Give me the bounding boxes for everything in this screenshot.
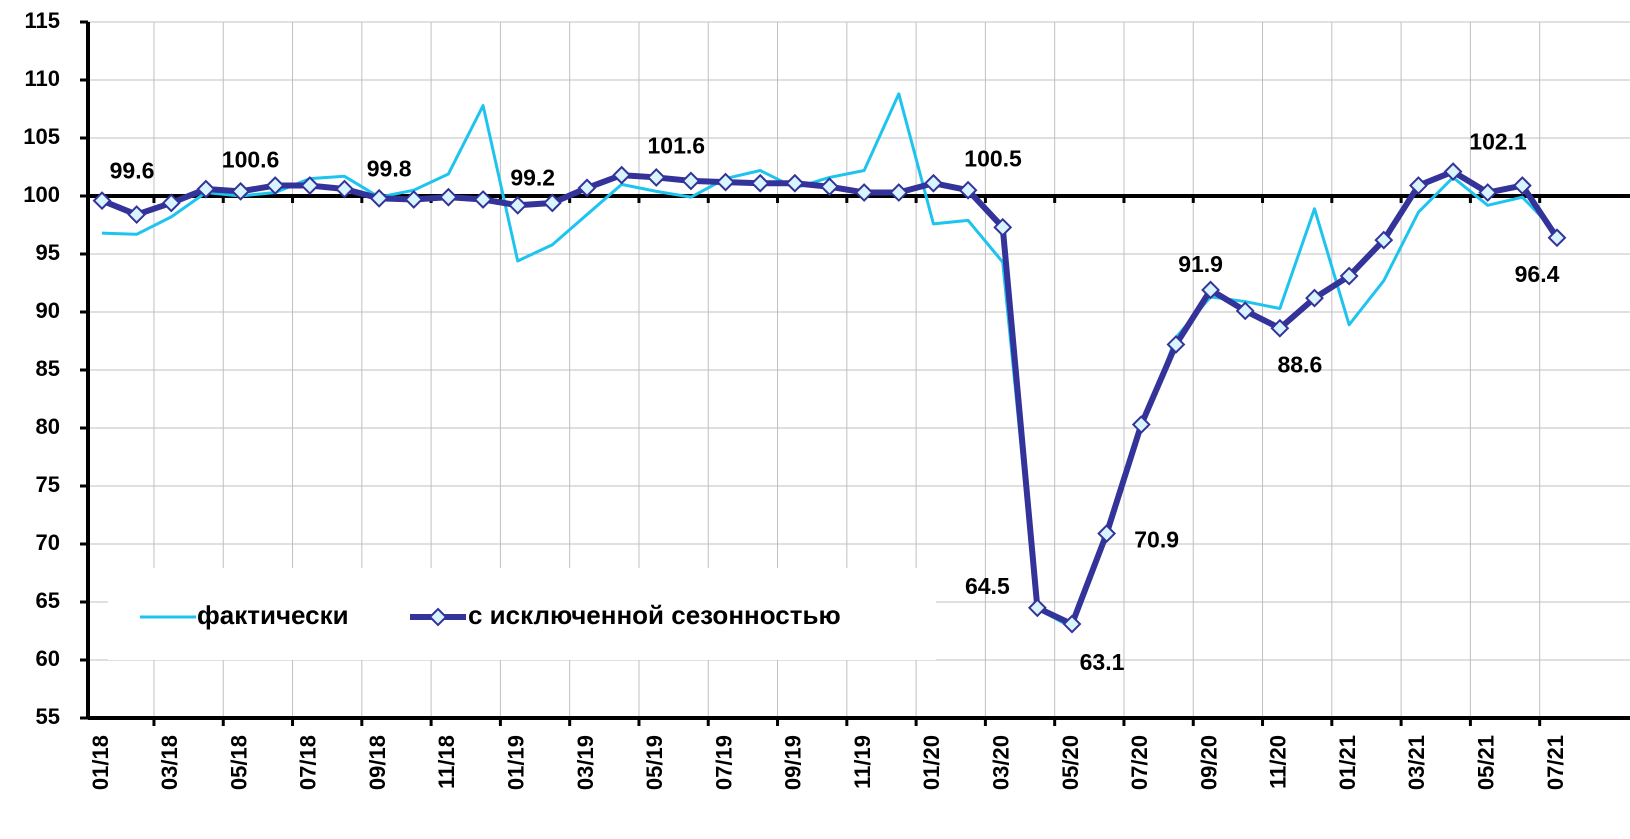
data-label: 99.6: [110, 158, 155, 184]
point-marker: [1547, 228, 1567, 248]
point-marker: [1270, 318, 1290, 338]
y-tick-label: 80: [36, 414, 60, 439]
y-tick-label: 105: [23, 124, 60, 149]
x-tick-label: 01/19: [504, 735, 529, 790]
point-marker: [1512, 176, 1532, 195]
point-marker: [750, 173, 770, 193]
point-marker: [1478, 183, 1498, 202]
x-tick-label: 01/20: [919, 735, 944, 790]
point-marker: [785, 173, 805, 193]
x-tick-label: 11/20: [1266, 735, 1291, 789]
point-marker: [993, 217, 1013, 237]
y-tick-label: 100: [23, 182, 60, 207]
data-label: 100.6: [222, 146, 280, 172]
point-marker: [577, 178, 597, 198]
point-marker: [1305, 288, 1324, 308]
point-marker: [889, 183, 909, 202]
x-tick-label: 05/18: [226, 735, 251, 790]
point-marker: [231, 181, 250, 201]
y-tick-label: 60: [36, 646, 60, 671]
point-marker: [1235, 301, 1255, 321]
point-marker: [1443, 162, 1463, 182]
x-tick-label: 01/18: [88, 735, 113, 790]
x-tick-label: 03/18: [157, 735, 182, 790]
legend-marker: [428, 607, 448, 627]
x-tick-label: 07/21: [1543, 735, 1568, 790]
point-marker: [958, 180, 978, 200]
y-tick-label: 90: [36, 298, 60, 323]
data-label: 64.5: [965, 573, 1010, 599]
point-marker: [924, 173, 943, 193]
point-marker: [335, 179, 354, 199]
legend-label: с исключенной сезонностью: [468, 600, 841, 630]
point-marker: [1027, 598, 1047, 618]
point-marker: [196, 179, 216, 199]
x-tick-label: 09/18: [365, 735, 390, 790]
x-tick-label: 03/21: [1404, 735, 1429, 790]
point-marker: [1374, 230, 1394, 250]
data-label: 99.8: [367, 155, 412, 181]
legend: фактически с исключенной сезонностью: [108, 568, 936, 660]
x-tick-label: 05/20: [1058, 735, 1083, 790]
data-label: 101.6: [648, 133, 706, 159]
point-marker: [127, 205, 147, 224]
data-label: 91.9: [1178, 251, 1223, 277]
data-label: 100.5: [964, 145, 1022, 171]
x-tick-label: 03/19: [573, 735, 598, 790]
series-line: [101, 92, 1559, 630]
data-label: 99.2: [510, 164, 555, 190]
point-marker: [681, 171, 701, 191]
x-tick-label: 07/19: [711, 735, 736, 790]
y-tick-label: 55: [36, 704, 60, 729]
x-tick-label: 11/19: [850, 735, 875, 789]
point-marker: [542, 193, 562, 213]
data-label: 102.1: [1469, 129, 1527, 155]
point-marker: [161, 193, 181, 213]
point-marker: [473, 190, 493, 209]
legend-label: фактически: [197, 600, 349, 630]
point-marker: [439, 187, 458, 207]
point-marker: [612, 165, 632, 185]
point-marker: [1339, 266, 1359, 286]
point-marker: [1166, 335, 1186, 354]
point-marker: [369, 188, 389, 208]
point-marker: [92, 191, 112, 211]
y-tick-label: 110: [25, 66, 61, 91]
legend-box: [108, 568, 936, 660]
x-tick-label: 03/20: [989, 735, 1014, 790]
point-marker: [854, 183, 874, 202]
point-marker: [1062, 614, 1082, 634]
series-line: [100, 168, 1560, 628]
point-marker: [1409, 176, 1428, 195]
y-tick-label: 85: [36, 356, 60, 381]
data-label: 96.4: [1515, 261, 1560, 287]
x-tick-label: 01/21: [1335, 735, 1360, 790]
x-tick-label: 05/19: [642, 735, 667, 790]
point-marker: [646, 168, 666, 187]
point-marker: [300, 176, 320, 195]
x-tick-label: 05/21: [1474, 735, 1499, 790]
y-tick-label: 70: [36, 530, 60, 555]
y-tick-label: 65: [36, 588, 60, 613]
point-marker: [1097, 524, 1117, 543]
x-tick-label: 07/20: [1127, 735, 1152, 790]
y-tick-label: 115: [25, 8, 61, 33]
x-tick-label: 09/19: [781, 735, 806, 790]
x-tick-label: 11/18: [434, 735, 459, 789]
point-marker: [1131, 415, 1151, 434]
x-tick-label: 07/18: [296, 735, 321, 790]
data-label: 88.6: [1277, 351, 1322, 377]
y-tick-label: 75: [36, 472, 60, 497]
point-marker: [820, 177, 839, 197]
data-label: 70.9: [1134, 527, 1179, 553]
x-tick-label: 09/20: [1196, 735, 1221, 790]
point-marker: [1201, 280, 1220, 300]
data-label: 63.1: [1080, 649, 1125, 675]
point-marker: [716, 172, 735, 192]
point-marker: [265, 176, 285, 195]
point-marker: [508, 195, 528, 215]
y-tick-label: 95: [36, 240, 60, 265]
point-marker: [404, 190, 424, 209]
